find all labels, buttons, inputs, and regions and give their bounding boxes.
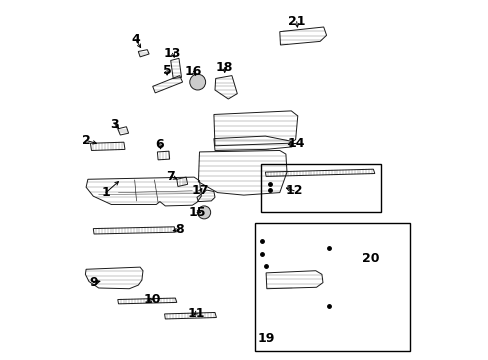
Circle shape (189, 74, 205, 90)
Text: 11: 11 (187, 307, 204, 320)
Text: 17: 17 (191, 184, 209, 197)
Text: 9: 9 (89, 276, 98, 289)
Text: 21: 21 (287, 15, 305, 28)
Text: 10: 10 (143, 293, 161, 306)
Text: 3: 3 (110, 118, 119, 131)
Text: 5: 5 (163, 64, 171, 77)
Text: 4: 4 (131, 33, 140, 46)
Text: 12: 12 (285, 184, 302, 197)
Text: 19: 19 (257, 332, 274, 345)
Text: 7: 7 (166, 170, 175, 183)
Text: 2: 2 (81, 134, 90, 147)
Text: 1: 1 (102, 186, 110, 199)
Circle shape (197, 206, 210, 219)
Text: 6: 6 (155, 138, 164, 150)
Text: 14: 14 (287, 137, 305, 150)
Text: 8: 8 (175, 223, 183, 236)
Bar (260, 164, 381, 212)
Text: 16: 16 (184, 65, 202, 78)
Bar (255, 223, 409, 351)
Text: 13: 13 (163, 47, 181, 60)
Text: 15: 15 (188, 206, 205, 219)
Text: 20: 20 (362, 252, 379, 265)
Text: 18: 18 (216, 61, 233, 74)
